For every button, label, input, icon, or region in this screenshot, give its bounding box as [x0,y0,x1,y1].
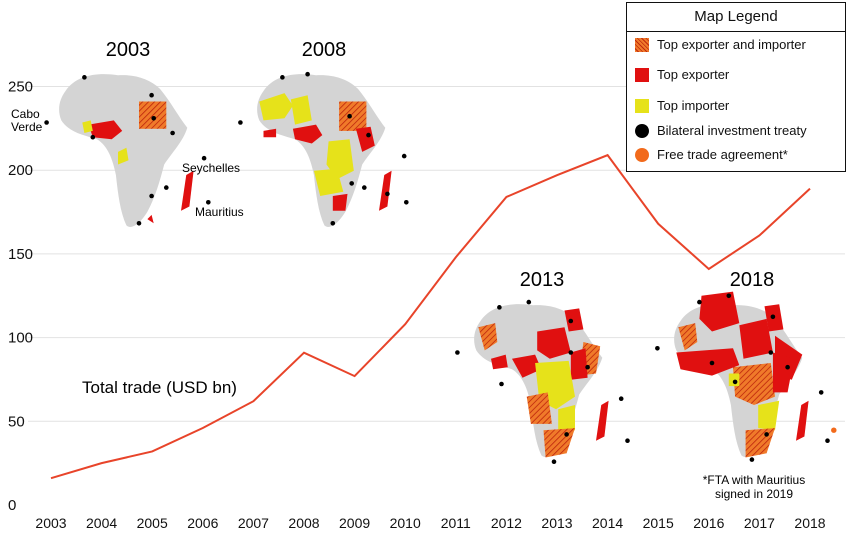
map-2018 [655,291,837,462]
yellow-square-icon [635,98,649,113]
x-tick-label: 2009 [339,515,370,531]
x-tick-label: 2007 [238,515,269,531]
x-tick-label: 2018 [794,515,825,531]
map-year-2008: 2008 [302,39,347,61]
series-label: Total trade (USD bn) [82,378,237,397]
red-square-icon [635,67,649,82]
map-2008 [238,71,409,227]
legend-item-free-trade-agreement: Free trade agreement* [635,147,788,162]
x-tick-label: 2013 [541,515,572,531]
y-tick-label: 100 [8,330,33,347]
trade-line [50,153,811,480]
hatched-square-icon [635,37,649,52]
x-tick-label: 2014 [592,515,623,531]
legend-title: Map Legend [627,3,845,32]
cabo-verde-label-line2: Verde [11,120,43,134]
y-tick-label: 50 [8,413,25,430]
x-tick-label: 2010 [390,515,421,531]
y-tick-label: 150 [8,246,33,263]
map-year-2013: 2013 [520,269,565,291]
series-line [50,153,811,480]
x-tick-label: 2016 [693,515,724,531]
legend-item-bilateral-investment-treaty: Bilateral investment treaty [635,123,807,138]
fta-note-line1: *FTA with Mauritius [703,473,805,487]
seychelles-label: Seychelles [182,161,240,175]
y-tick-label: 250 [8,79,33,96]
map-2013 [455,299,630,465]
x-tick-label: 2004 [86,515,117,531]
map-legend: Map Legend Top exporter and importer Top… [626,2,846,172]
x-axis-ticks: 2003 2004 2005 2006 2007 2008 2009 2010 2011 2012… [35,515,825,531]
orange-dot-icon [635,147,649,162]
fta-note-line2: signed in 2019 [715,487,793,501]
map-year-2018: 2018 [730,269,775,291]
x-tick-label: 2017 [744,515,775,531]
x-tick-label: 2015 [643,515,674,531]
black-dot-icon [635,123,649,138]
mauritius-label: Mauritius [195,205,244,219]
y-tick-label: 200 [8,162,33,179]
x-tick-label: 2006 [187,515,218,531]
y-axis-ticks: 0 50 100 150 200 250 [8,79,33,515]
cabo-verde-label-line1: Cabo [11,107,40,121]
x-tick-label: 2003 [35,515,66,531]
x-tick-label: 2012 [491,515,522,531]
x-tick-label: 2008 [288,515,319,531]
legend-item-top-importer: Top importer [635,98,729,113]
x-tick-label: 2005 [137,515,168,531]
legend-item-top-exporter: Top exporter [635,67,729,82]
y-tick-label: 0 [8,497,16,514]
legend-item-top-exporter-and-importer: Top exporter and importer [635,37,806,52]
map-2003 [44,74,211,227]
x-tick-label: 2011 [441,515,471,531]
map-year-2003: 2003 [106,39,151,61]
